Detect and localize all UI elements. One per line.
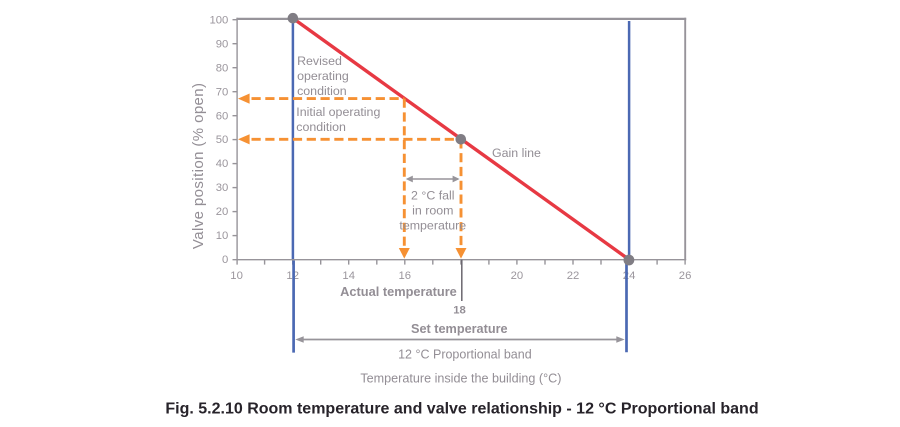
svg-text:Actual temperature: Actual temperature xyxy=(340,284,457,299)
svg-text:Set temperature: Set temperature xyxy=(411,322,508,336)
svg-text:100: 100 xyxy=(209,14,228,26)
svg-text:60: 60 xyxy=(216,110,229,122)
svg-text:14: 14 xyxy=(342,270,355,282)
svg-text:in room: in room xyxy=(412,204,453,218)
svg-text:operating: operating xyxy=(297,69,349,83)
svg-text:Revised: Revised xyxy=(297,54,342,68)
svg-text:22: 22 xyxy=(567,270,580,282)
svg-text:2 °C fall: 2 °C fall xyxy=(411,189,455,203)
svg-text:40: 40 xyxy=(216,158,229,170)
svg-text:Valve position (% open): Valve position (% open) xyxy=(190,83,207,250)
svg-text:10: 10 xyxy=(216,230,229,242)
svg-text:Fig. 5.2.10 Room temperature a: Fig. 5.2.10 Room temperature and valve r… xyxy=(165,401,758,418)
svg-text:50: 50 xyxy=(216,134,229,146)
svg-text:condition: condition xyxy=(296,120,346,134)
svg-text:90: 90 xyxy=(216,38,229,50)
svg-text:20: 20 xyxy=(511,270,524,282)
svg-text:30: 30 xyxy=(216,182,229,194)
svg-text:70: 70 xyxy=(216,86,229,98)
svg-text:temperature: temperature xyxy=(399,219,466,233)
svg-text:12 °C Proportional band: 12 °C Proportional band xyxy=(398,348,532,362)
svg-text:condition: condition xyxy=(297,84,347,98)
svg-text:16: 16 xyxy=(399,270,412,282)
svg-text:20: 20 xyxy=(216,206,229,218)
svg-text:0: 0 xyxy=(222,254,228,266)
svg-text:18: 18 xyxy=(453,304,466,316)
svg-text:80: 80 xyxy=(216,62,229,74)
svg-text:Gain line: Gain line xyxy=(492,146,541,160)
svg-text:10: 10 xyxy=(230,270,243,282)
svg-text:24: 24 xyxy=(623,270,636,282)
svg-text:Temperature inside the buildin: Temperature inside the building (°C) xyxy=(360,371,561,385)
svg-text:Initial operating: Initial operating xyxy=(296,105,380,119)
svg-text:26: 26 xyxy=(679,270,692,282)
